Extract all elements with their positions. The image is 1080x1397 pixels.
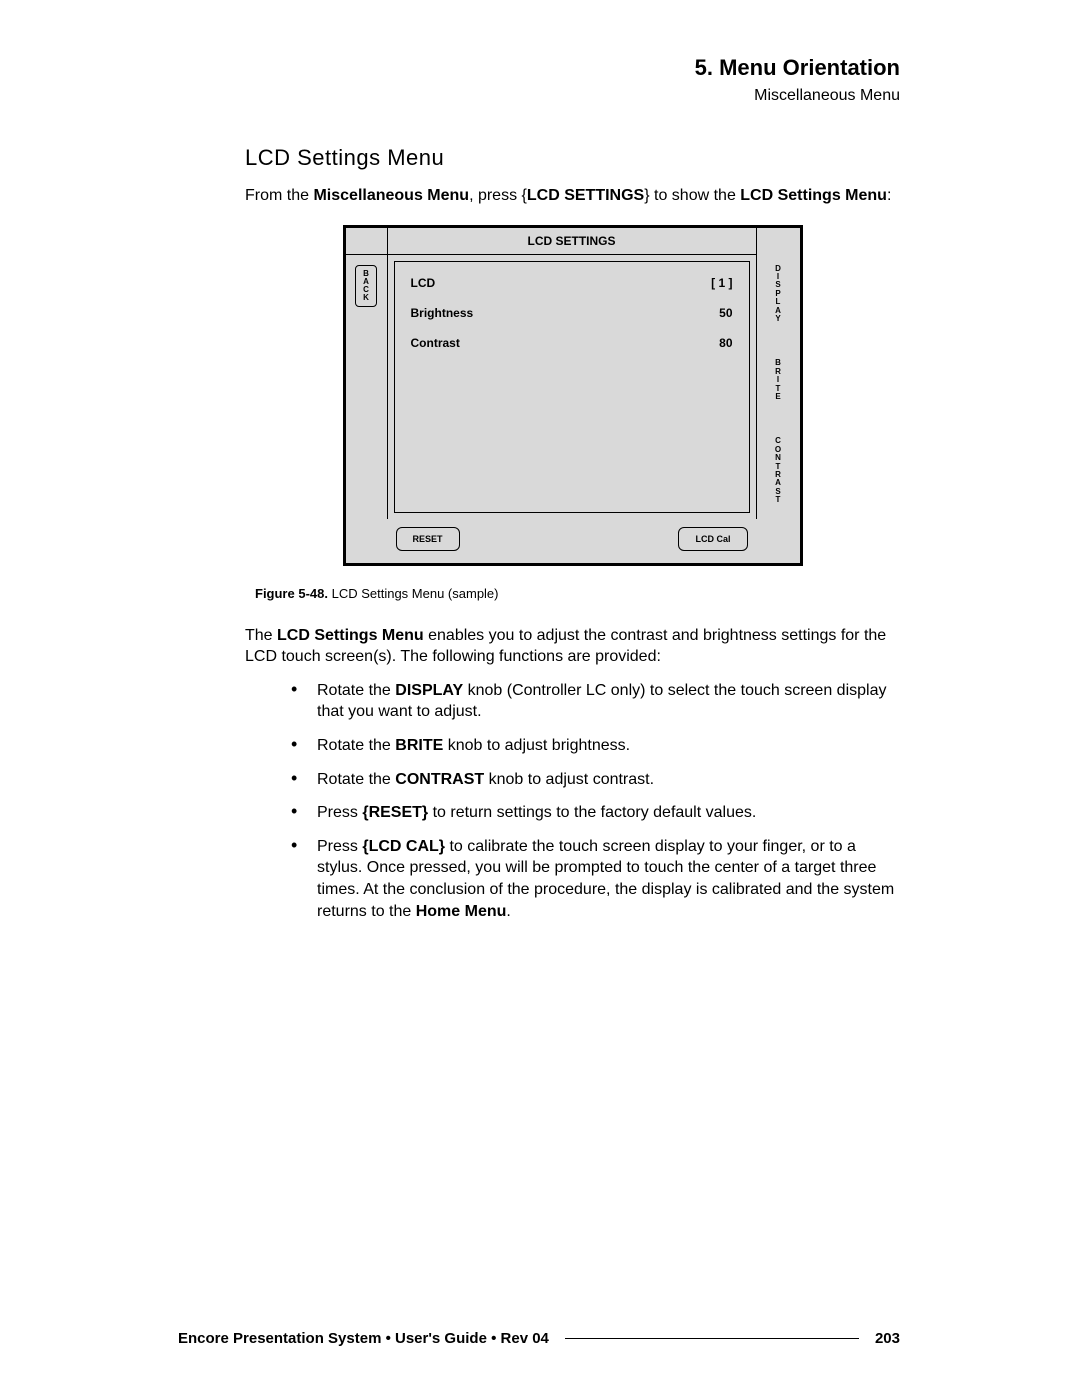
row-value: 80	[719, 336, 732, 350]
text: knob to adjust contrast.	[484, 771, 654, 788]
bullet-list: Rotate the DISPLAY knob (Controller LC o…	[291, 680, 900, 922]
lcd-cal-button[interactable]: LCD Cal	[678, 527, 747, 551]
lcd-figure: LCD SETTINGS BACK LCD [ 1 ]	[245, 225, 900, 566]
row-label: Contrast	[411, 336, 460, 350]
text: , press {	[469, 187, 527, 204]
footer-title: Encore Presentation System • User's Guid…	[178, 1330, 549, 1347]
figure-caption: Figure 5-48. LCD Settings Menu (sample)	[255, 586, 900, 601]
text-bold: {RESET}	[362, 804, 428, 821]
bullet-item: Press {LCD CAL} to calibrate the touch s…	[291, 836, 900, 922]
knob-label-contrast: CONTRAST	[775, 437, 781, 504]
section-title: LCD Settings Menu	[245, 145, 900, 171]
reset-button[interactable]: RESET	[396, 527, 460, 551]
bullet-item: Rotate the BRITE knob to adjust brightne…	[291, 735, 900, 757]
text-bold: LCD Settings Menu	[277, 627, 424, 644]
row-value: 50	[719, 306, 732, 320]
lcd-title: LCD SETTINGS	[388, 228, 756, 255]
text: :	[887, 187, 891, 204]
chapter-subtitle: Miscellaneous Menu	[245, 87, 900, 105]
text-bold: Home Menu	[416, 903, 507, 920]
text-bold: DISPLAY	[395, 682, 463, 699]
row-value: [ 1 ]	[711, 276, 732, 290]
text: Press	[317, 838, 362, 855]
text-bold: Miscellaneous Menu	[313, 187, 469, 204]
text: Rotate the	[317, 682, 395, 699]
page-footer: Encore Presentation System • User's Guid…	[178, 1330, 900, 1347]
text-bold: LCD Settings Menu	[740, 187, 887, 204]
bullet-item: Rotate the DISPLAY knob (Controller LC o…	[291, 680, 900, 723]
spacer	[346, 228, 388, 255]
bullet-item: Rotate the CONTRAST knob to adjust contr…	[291, 769, 900, 791]
lcd-right-column: DISPLAY BRITE CONTRAST	[756, 255, 800, 519]
lcd-row-brightness: Brightness 50	[411, 306, 733, 320]
intro-paragraph: From the Miscellaneous Menu, press {LCD …	[245, 185, 900, 207]
knob-label-brite: BRITE	[775, 359, 781, 401]
text: } to show the	[644, 187, 740, 204]
body-paragraph: The LCD Settings Menu enables you to adj…	[245, 625, 900, 668]
chapter-title: 5. Menu Orientation	[245, 55, 900, 81]
text: Rotate the	[317, 771, 395, 788]
text: Press	[317, 804, 362, 821]
lcd-center: LCD [ 1 ] Brightness 50 Contrast 80	[388, 255, 756, 519]
lcd-panel: LCD SETTINGS BACK LCD [ 1 ]	[343, 225, 803, 566]
back-button[interactable]: BACK	[355, 265, 377, 307]
row-label: LCD	[411, 276, 436, 290]
lcd-row-lcd: LCD [ 1 ]	[411, 276, 733, 290]
text-bold: BRITE	[395, 737, 443, 754]
text: .	[506, 903, 510, 920]
text: From the	[245, 187, 313, 204]
text-bold: LCD SETTINGS	[527, 187, 644, 204]
figure-text: LCD Settings Menu (sample)	[332, 586, 499, 601]
knob-label-display: DISPLAY	[775, 265, 781, 324]
text: to return settings to the factory defaul…	[428, 804, 756, 821]
row-label: Brightness	[411, 306, 474, 320]
figure-number: Figure 5-48.	[255, 586, 328, 601]
text-bold: {LCD CAL}	[362, 838, 445, 855]
text: knob to adjust brightness.	[443, 737, 630, 754]
text: Rotate the	[317, 737, 395, 754]
lcd-row-contrast: Contrast 80	[411, 336, 733, 350]
text: The	[245, 627, 277, 644]
footer-rule	[565, 1338, 859, 1339]
lcd-left-column: BACK	[346, 255, 388, 519]
page-header: 5. Menu Orientation Miscellaneous Menu	[245, 55, 900, 105]
bullet-item: Press {RESET} to return settings to the …	[291, 802, 900, 824]
spacer	[756, 228, 800, 255]
text-bold: CONTRAST	[395, 771, 484, 788]
page-number: 203	[875, 1330, 900, 1347]
lcd-bottom-row: RESET LCD Cal	[346, 519, 800, 563]
